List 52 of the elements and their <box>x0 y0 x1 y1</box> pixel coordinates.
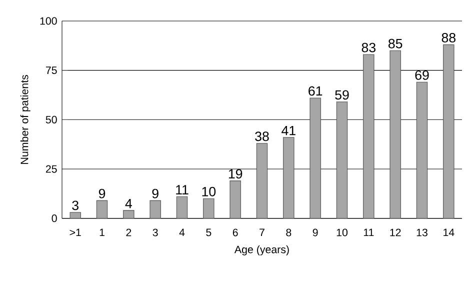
y-tick-label: 50 <box>46 116 57 124</box>
bar <box>336 102 348 218</box>
x-tick-label: 11 <box>364 228 374 236</box>
x-tick-label: 12 <box>390 228 401 236</box>
data-label: 85 <box>388 38 402 48</box>
y-tick-label: 100 <box>40 17 57 25</box>
x-axis-title: Age (years) <box>234 245 289 256</box>
y-axis-title: Number of patients <box>20 74 30 164</box>
y-tick-label: 75 <box>46 66 57 74</box>
bar <box>123 210 134 218</box>
bar <box>256 143 268 218</box>
bar <box>363 54 374 218</box>
x-tick-label: >1 <box>70 228 81 236</box>
x-tick-label: 1 <box>100 228 104 236</box>
bar <box>390 50 401 218</box>
bar <box>310 98 321 218</box>
x-tick-label: 8 <box>286 228 292 236</box>
data-label: 3 <box>72 200 78 210</box>
data-label: 41 <box>282 126 296 136</box>
data-label: 88 <box>442 32 456 42</box>
bar <box>150 200 161 218</box>
bar <box>283 137 294 218</box>
x-tick-label: 6 <box>232 228 238 236</box>
bar <box>443 44 454 218</box>
x-tick-label: 13 <box>416 228 428 236</box>
x-tick-label: 5 <box>206 228 212 236</box>
bar <box>96 200 108 218</box>
data-label: 11 <box>176 185 188 194</box>
data-label: 38 <box>255 132 269 142</box>
x-tick-label: 10 <box>336 228 348 236</box>
data-label: 10 <box>202 186 216 196</box>
data-label: 83 <box>362 42 376 52</box>
data-label: 61 <box>308 86 322 96</box>
x-tick-label: 3 <box>152 228 158 236</box>
data-label: 19 <box>228 169 242 179</box>
x-tick-label: 2 <box>126 228 132 236</box>
data-label: 69 <box>415 70 429 80</box>
x-tick-label: 4 <box>179 228 185 236</box>
bar <box>203 198 214 218</box>
x-tick-label: 9 <box>312 228 318 236</box>
bar <box>70 212 81 218</box>
bar <box>176 196 188 218</box>
bar <box>416 82 428 218</box>
data-label: 4 <box>125 198 132 208</box>
data-label: 9 <box>98 188 106 198</box>
data-label: 59 <box>335 90 349 100</box>
bar <box>230 180 241 218</box>
x-tick-label: 14 <box>444 228 454 236</box>
y-tick-label: 25 <box>46 165 57 173</box>
x-tick-label: 7 <box>260 228 264 236</box>
data-label: 9 <box>152 188 158 198</box>
y-tick-label: 0 <box>52 214 57 222</box>
